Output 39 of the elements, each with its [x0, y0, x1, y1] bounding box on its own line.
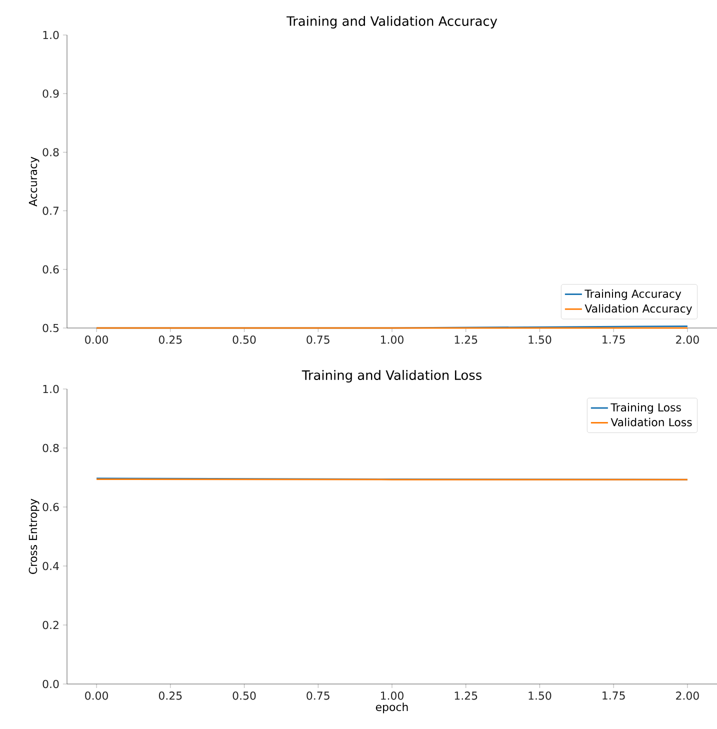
x-tick-label: 2.00 [676, 336, 699, 344]
y-tick-label: 0.0 [42, 680, 59, 688]
chart-title: Training and Validation Accuracy [286, 16, 498, 28]
x-axis-title: epoch [376, 702, 408, 714]
y-tick-label: 0.9 [42, 89, 59, 98]
x-tick-label: 1.25 [454, 692, 478, 700]
x-tick-label: 0.75 [306, 336, 330, 344]
x-tick-label: 0.00 [85, 336, 108, 344]
y-tick-label: 0.4 [42, 562, 59, 570]
chart-title: Training and Validation Loss [302, 370, 482, 382]
x-tick-label: 1.50 [528, 692, 552, 700]
x-tick-label: 1.50 [528, 336, 552, 344]
x-tick-label: 0.50 [232, 336, 256, 344]
legend-label: Training Accuracy [584, 289, 682, 300]
y-tick-label: 0.2 [42, 620, 58, 630]
y-axis-title: Accuracy [28, 156, 40, 206]
x-tick-label: 2.00 [676, 692, 699, 700]
legend-label: Training Loss [610, 403, 681, 414]
x-tick-label: 1.00 [381, 692, 404, 700]
x-tick-label: 0.00 [85, 692, 108, 700]
y-tick-label: 1.0 [43, 30, 59, 40]
x-tick-label: 1.75 [602, 336, 625, 344]
y-tick-label: 1.0 [43, 384, 59, 394]
legend-label: Validation Loss [610, 418, 692, 426]
x-tick-label: 0.50 [232, 692, 256, 700]
y-tick-label: 0.7 [42, 206, 59, 215]
y-tick-label: 0.8 [42, 148, 59, 156]
y-axis-title: Cross Entropy [28, 498, 40, 574]
y-tick-label: 0.6 [42, 502, 59, 512]
x-tick-label: 1.25 [454, 336, 478, 344]
y-tick-label: 0.6 [42, 265, 59, 274]
x-tick-label: 0.25 [158, 336, 182, 344]
y-tick-label: 0.5 [42, 324, 59, 332]
x-tick-label: 1.75 [602, 692, 625, 700]
x-tick-label: 0.75 [306, 692, 330, 700]
x-tick-label: 0.25 [158, 692, 182, 700]
legend-label: Validation Accuracy [584, 304, 692, 315]
y-tick-label: 0.8 [42, 444, 59, 452]
x-tick-label: 1.00 [381, 336, 404, 344]
